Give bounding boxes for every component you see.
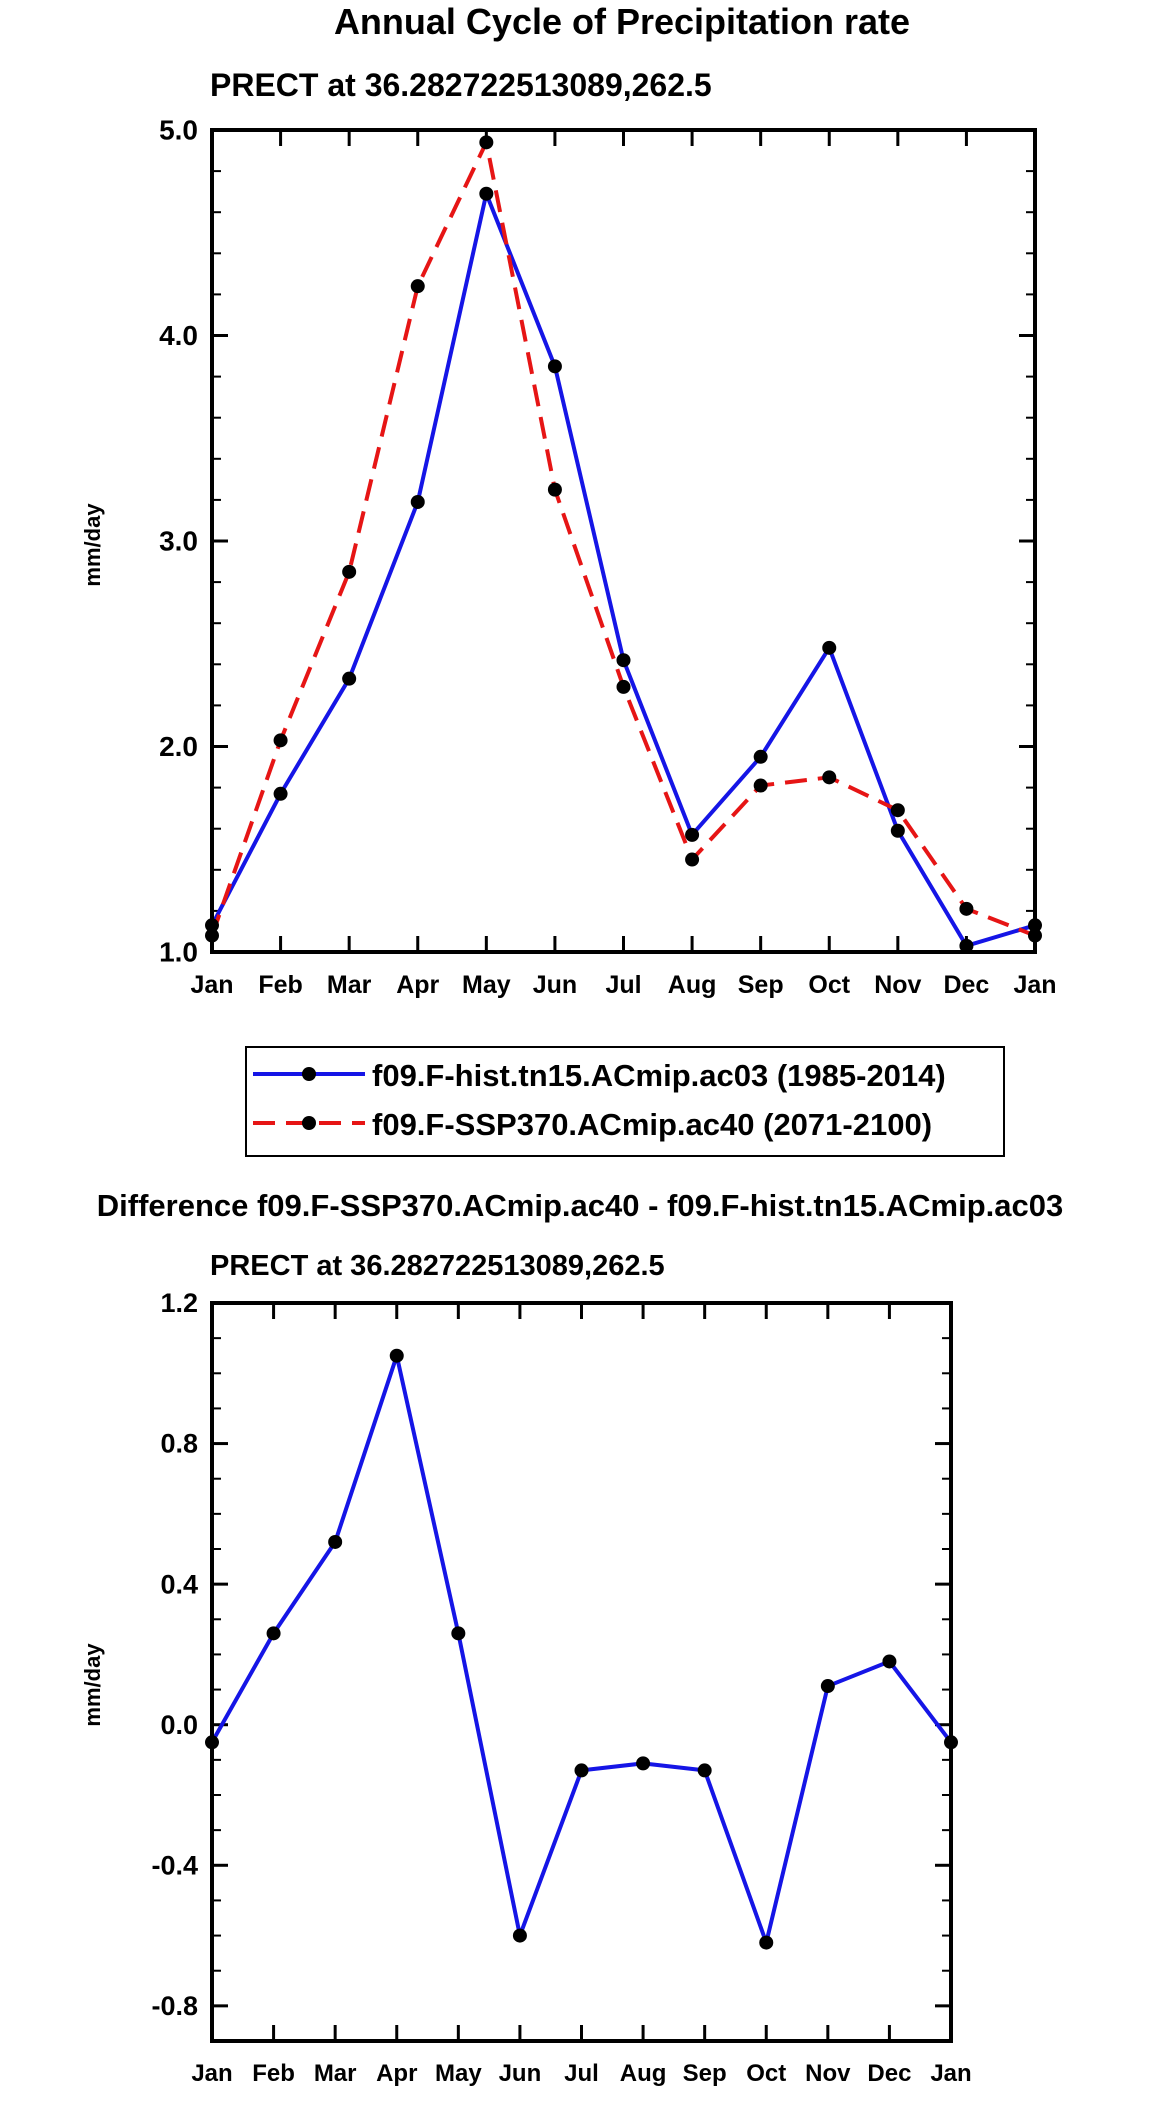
legend-box <box>245 1046 1005 1157</box>
x-tick-label: Oct <box>746 2060 786 2087</box>
x-tick-label: Jul <box>564 2060 599 2087</box>
x-tick-label: Apr <box>396 971 439 999</box>
series-0-point <box>753 749 768 764</box>
y-tick-label: 0.4 <box>160 1569 198 1599</box>
y-tick-label: 5.0 <box>159 115 198 146</box>
series-0-point <box>616 653 631 668</box>
series-0-point <box>273 786 288 801</box>
y-tick-label: 4.0 <box>159 320 198 351</box>
chart2-series <box>205 1348 958 1950</box>
x-tick-label: Dec <box>943 971 989 999</box>
legend-marker-hist <box>302 1067 316 1081</box>
x-tick-label: Dec <box>867 2060 911 2087</box>
series-0-point <box>451 1626 466 1641</box>
chart1-series <box>205 135 1042 953</box>
x-tick-label: May <box>435 2060 482 2087</box>
series-0-point <box>574 1763 589 1778</box>
x-tick-label: Jun <box>499 2060 542 2087</box>
series-0-point <box>882 1654 897 1669</box>
series-0-point <box>266 1626 281 1641</box>
series-1-point <box>616 679 631 694</box>
series-0-point <box>636 1756 651 1771</box>
series-1-point <box>342 564 357 579</box>
chart1-subtitle: PRECT at 36.282722513089,262.5 <box>210 67 712 103</box>
series-0-point <box>328 1534 343 1549</box>
x-tick-label: Mar <box>314 2060 357 2087</box>
x-tick-label: Sep <box>683 2060 727 2087</box>
series-1-point <box>890 803 905 818</box>
series-0-point <box>822 640 837 655</box>
x-tick-label: Aug <box>668 971 717 999</box>
chart1-ticks: Jan Feb Mar Apr May Jun Jul Aug Sep Oct Nov Dec Jan 1… <box>159 115 1056 1000</box>
legend-label-hist: f09.F-hist.tn15.ACmip.ac03 (1985-2014) <box>372 1058 946 1093</box>
y-tick-label: 0.0 <box>160 1710 198 1740</box>
chart1-frame <box>210 128 1037 954</box>
series-0-point <box>479 186 494 201</box>
legend-item-ssp370: f09.F-SSP370.ACmip.ac40 (2071-2100) <box>253 1107 932 1142</box>
x-tick-label: Oct <box>808 971 850 999</box>
x-tick-label: Nov <box>874 971 921 999</box>
x-tick-label: Jun <box>533 971 577 999</box>
y-tick-label: 0.8 <box>160 1429 198 1459</box>
series-0-point <box>759 1935 774 1950</box>
chart1-legend: f09.F-hist.tn15.ACmip.ac03 (1985-2014) f… <box>245 1046 1005 1157</box>
x-tick-label: Jan <box>190 971 233 999</box>
series-1-point <box>753 778 768 793</box>
chart2-subtitle: PRECT at 36.282722513089,262.5 <box>210 1250 665 1282</box>
x-tick-label: Nov <box>805 2060 851 2087</box>
chart1-ylabel: mm/day <box>80 503 105 587</box>
series-1-point <box>959 901 974 916</box>
y-tick-label: -0.8 <box>151 1991 198 2021</box>
series-0-point <box>410 494 425 509</box>
series-0-point <box>512 1928 527 1943</box>
x-tick-label: Jan <box>930 2060 971 2087</box>
series-line-0 <box>210 1353 953 1945</box>
y-tick-label: 3.0 <box>159 526 198 557</box>
y-tick-label: 1.2 <box>160 1288 198 1318</box>
series-1-point <box>822 770 837 785</box>
x-tick-label: Sep <box>738 971 784 999</box>
series-0-point <box>890 823 905 838</box>
chart2-title: Difference f09.F-SSP370.ACmip.ac40 - f09… <box>97 1188 1064 1223</box>
series-0-point <box>342 671 357 686</box>
x-tick-label: Jul <box>605 971 641 999</box>
series-0-point <box>959 938 974 953</box>
series-1-point <box>410 279 425 294</box>
series-0-point <box>547 359 562 374</box>
y-tick-label: -0.4 <box>151 1850 198 1880</box>
x-tick-label: May <box>462 971 511 999</box>
series-0-point <box>389 1348 404 1363</box>
series-0-point <box>697 1763 712 1778</box>
x-tick-label: Jan <box>191 2060 232 2087</box>
chart2-frame <box>210 1301 953 2043</box>
legend-marker-ssp370 <box>302 1116 316 1130</box>
chart1-title: Annual Cycle of Precipitation rate <box>334 1 910 42</box>
x-tick-label: Feb <box>252 2060 295 2087</box>
legend-label-ssp370: f09.F-SSP370.ACmip.ac40 (2071-2100) <box>372 1107 932 1142</box>
y-tick-label: 1.0 <box>159 937 198 968</box>
series-0-point <box>685 827 700 842</box>
series-1-point <box>685 852 700 867</box>
chart2-ylabel: mm/day <box>80 1643 105 1727</box>
x-tick-label: Mar <box>327 971 372 999</box>
legend-item-hist: f09.F-hist.tn15.ACmip.ac03 (1985-2014) <box>253 1058 946 1093</box>
x-tick-label: Feb <box>258 971 302 999</box>
x-tick-label: Apr <box>376 2060 417 2087</box>
series-0-point <box>820 1679 835 1694</box>
y-tick-label: 2.0 <box>159 731 198 762</box>
series-1-point <box>479 135 494 150</box>
chart2-ticks: Jan Feb Mar Apr May Jun Jul Aug Sep Oct Nov Dec Jan -… <box>151 1288 971 2087</box>
series-1-point <box>547 482 562 497</box>
x-tick-label: Aug <box>620 2060 667 2087</box>
x-tick-label: Jan <box>1013 971 1056 999</box>
series-1-point <box>273 733 288 748</box>
series-line-1 <box>210 140 1036 938</box>
